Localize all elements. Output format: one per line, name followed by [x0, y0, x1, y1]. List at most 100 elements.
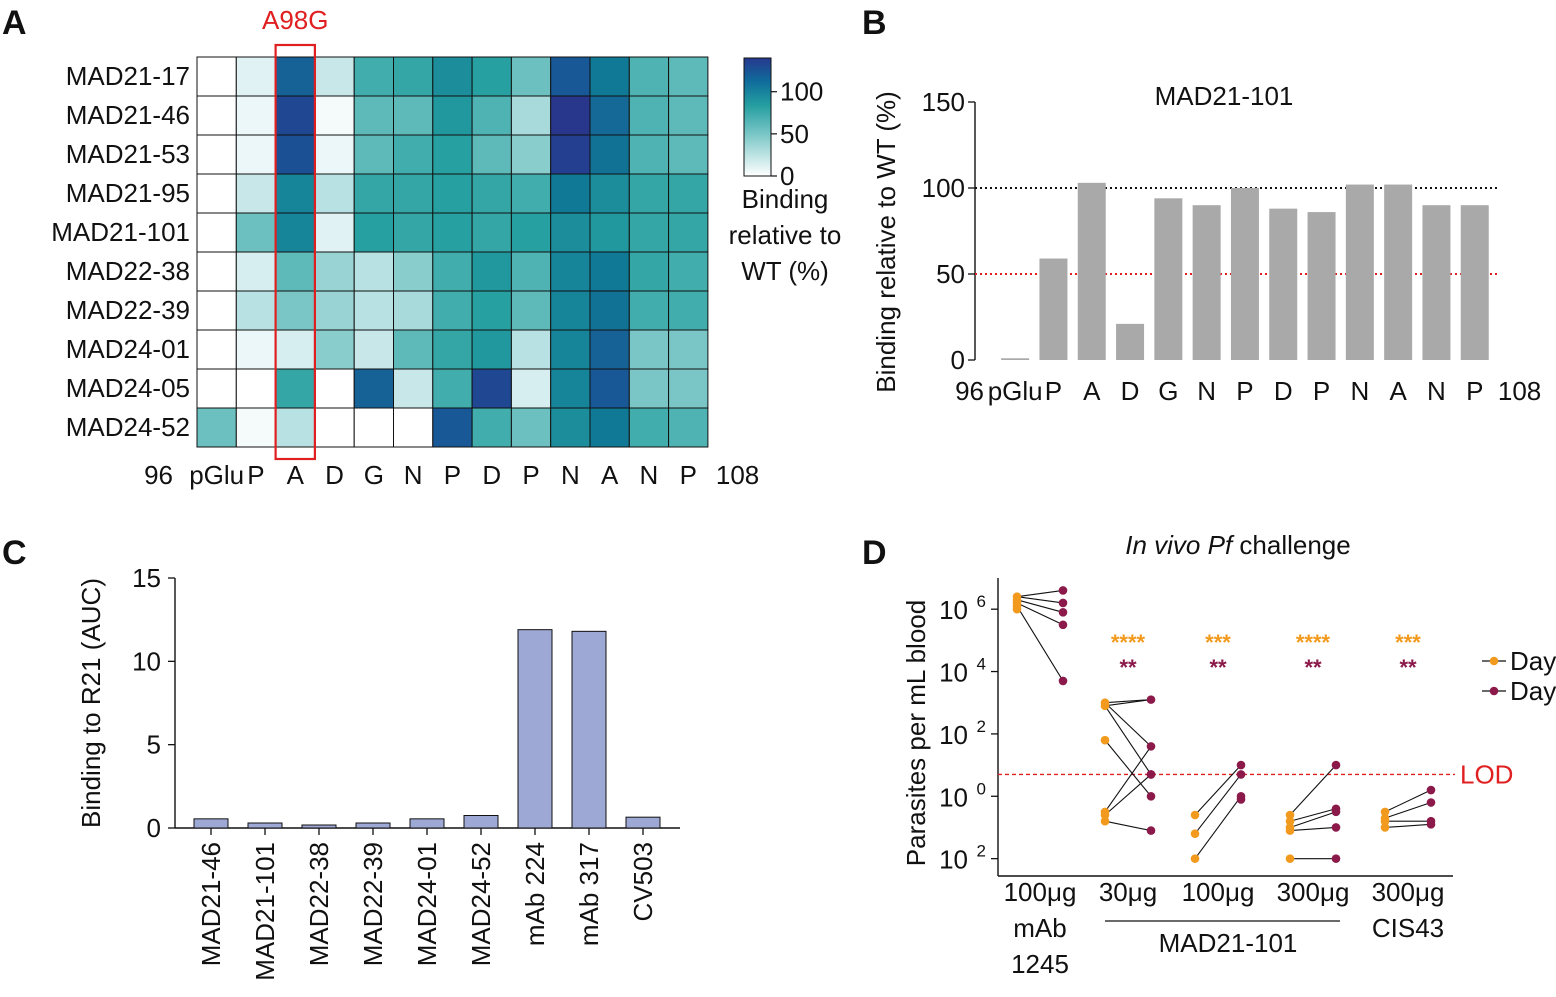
- day9-point: [1426, 820, 1436, 829]
- day9-point: [1426, 785, 1436, 795]
- colorbar: [743, 57, 772, 177]
- heatmap-cell: [550, 56, 591, 97]
- panel-letter-c: C: [2, 534, 27, 572]
- pair-line: [1104, 739, 1152, 797]
- panel-c-bar-chart: Binding to R21 (AUC) 0 5 10 15 MAD21-46 MAD2…: [76, 563, 680, 981]
- heatmap-cell: [668, 173, 709, 214]
- panel-letter-b: B: [862, 4, 887, 42]
- significance-day7: ****: [1296, 630, 1331, 655]
- heatmap-cell: [471, 407, 512, 448]
- heatmap-cell: [353, 407, 395, 448]
- x-tick-label: N: [1350, 376, 1369, 406]
- y-tick-exponent: 2: [977, 842, 986, 861]
- row-label: MAD22-39: [66, 295, 190, 325]
- heatmap-cell: [510, 407, 552, 448]
- day7-point: [1100, 810, 1110, 820]
- highlight-box: [274, 43, 317, 461]
- pair-line: [1016, 602, 1064, 626]
- day7-point: [1285, 826, 1295, 835]
- y-tick-label: 0: [147, 813, 161, 843]
- day9-point: [1146, 791, 1156, 801]
- bar: [1269, 208, 1298, 360]
- heatmap-cell: [196, 212, 237, 253]
- heatmap-cell: [589, 407, 630, 448]
- heatmap-cell: [196, 95, 237, 136]
- heatmap-cell: [550, 290, 591, 331]
- heatmap-cell: [353, 212, 395, 253]
- x-tick-label: mAb 224: [520, 842, 550, 946]
- pair-line: [1384, 801, 1432, 819]
- day9-point: [1331, 854, 1341, 863]
- bar: [1345, 184, 1374, 360]
- heatmap-cell: [235, 134, 277, 175]
- x-start-label: 96: [955, 376, 984, 406]
- heatmap-cell: [275, 134, 316, 175]
- y-tick-exponent: 2: [977, 717, 986, 736]
- heatmap-cell: [196, 56, 237, 97]
- heatmap-cell: [550, 329, 591, 370]
- heatmap-cell: [235, 368, 277, 409]
- heatmap-cell: [432, 407, 473, 448]
- heatmap-cell: [550, 134, 591, 175]
- day9-point: [1058, 586, 1068, 595]
- heatmap-cell: [353, 95, 395, 136]
- heatmap-cell: [510, 212, 552, 253]
- bar: [1154, 198, 1183, 360]
- panel-letter-a: A: [2, 4, 27, 42]
- heatmap-cell: [353, 329, 395, 370]
- heatmap-cell: [353, 251, 395, 292]
- heatmap-cell: [432, 212, 473, 253]
- bar: [517, 629, 553, 829]
- bar: [1230, 188, 1259, 360]
- bar: [409, 818, 445, 829]
- x-tick-label: MAD21-101: [250, 842, 280, 981]
- day9-point: [1146, 770, 1156, 779]
- heatmap-cell: [668, 251, 709, 292]
- group-label: 100μg: [1004, 877, 1077, 907]
- group-label: mAb: [1013, 913, 1066, 943]
- group-label: 1245: [1011, 949, 1069, 979]
- heatmap-cell: [353, 290, 395, 331]
- day7-point: [1012, 604, 1022, 614]
- day7-point: [1190, 854, 1200, 863]
- x-tick-label: MAD24-52: [466, 842, 496, 966]
- x-tick-label: A: [1389, 376, 1407, 406]
- column-label: P: [522, 460, 539, 490]
- y-tick-label: 150: [922, 87, 965, 117]
- day9-point: [1058, 676, 1068, 686]
- day7-point: [1100, 816, 1110, 826]
- significance-day7: ****: [1111, 630, 1146, 655]
- panel-b-title: MAD21-101: [1155, 81, 1294, 111]
- heatmap-cell: [668, 95, 709, 136]
- heatmap-cell: [471, 329, 512, 370]
- heatmap-cell: [275, 407, 316, 448]
- day9-point: [1236, 770, 1246, 779]
- group-label: 300μg: [1277, 877, 1350, 907]
- column-label: pGlu: [189, 460, 244, 490]
- heatmap-cell: [550, 407, 591, 448]
- heatmap-cell: [589, 95, 630, 136]
- heatmap-cell: [628, 290, 670, 331]
- day7-point: [1285, 854, 1295, 863]
- row-label: MAD24-01: [66, 334, 190, 364]
- heatmap-cell: [628, 407, 670, 448]
- heatmap-cell: [510, 173, 552, 214]
- significance-day7: ***: [1205, 630, 1231, 655]
- column-label: P: [247, 460, 264, 490]
- significance-day9: **: [1209, 655, 1227, 680]
- bar: [1307, 212, 1336, 360]
- heatmap-cell: [353, 134, 395, 175]
- pair-line: [1104, 705, 1152, 775]
- pair-line: [1016, 596, 1064, 604]
- heatmap-cell: [432, 56, 473, 97]
- heatmap-cell: [275, 329, 316, 370]
- y-tick-exponent: 6: [977, 592, 986, 611]
- heatmap-cell: [432, 368, 473, 409]
- column-label: D: [482, 460, 501, 490]
- row-label: MAD24-05: [66, 373, 190, 403]
- panel-d-title-rest: challenge: [1232, 530, 1351, 560]
- day9-point: [1146, 695, 1156, 704]
- pair-line: [1194, 774, 1242, 835]
- panel-d-title: In vivo Pf challenge: [1125, 530, 1350, 560]
- heatmap-cell: [275, 95, 316, 136]
